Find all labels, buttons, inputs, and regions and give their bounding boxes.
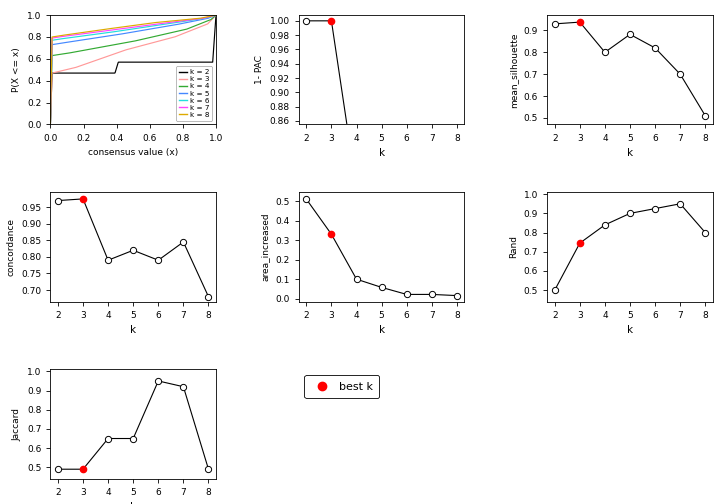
Line: k = 2: k = 2: [50, 15, 216, 124]
k = 7: [212, 12, 220, 18]
Y-axis label: Jaccard: Jaccard: [12, 408, 22, 440]
k = 6: [46, 121, 55, 128]
k = 7: [207, 13, 216, 19]
Y-axis label: concordance: concordance: [6, 218, 16, 276]
k = 5: [125, 30, 133, 36]
k = 2: [207, 59, 216, 65]
k = 4: [182, 26, 191, 32]
k = 4: [212, 12, 220, 18]
k = 4: [145, 35, 153, 41]
k = 6: [145, 24, 153, 30]
X-axis label: k: k: [627, 325, 633, 335]
k = 3: [212, 12, 220, 18]
k = 2: [46, 121, 55, 128]
Line: k = 3: k = 3: [50, 15, 216, 124]
k = 7: [145, 22, 153, 28]
k = 4: [126, 39, 135, 45]
k = 2: [145, 59, 153, 65]
k = 7: [182, 18, 191, 24]
k = 8: [212, 12, 220, 18]
Line: k = 8: k = 8: [50, 15, 216, 124]
k = 2: [212, 12, 220, 18]
k = 6: [207, 13, 216, 19]
X-axis label: consensus value (x): consensus value (x): [88, 148, 179, 157]
k = 4: [125, 39, 133, 45]
X-axis label: k: k: [379, 148, 384, 158]
k = 6: [125, 27, 133, 33]
X-axis label: k: k: [627, 148, 633, 158]
k = 8: [135, 22, 144, 28]
k = 8: [145, 20, 153, 26]
k = 3: [126, 46, 135, 52]
k = 4: [135, 37, 144, 43]
Line: k = 6: k = 6: [50, 15, 216, 124]
k = 7: [46, 121, 55, 128]
X-axis label: k: k: [130, 325, 136, 335]
k = 7: [126, 25, 135, 31]
k = 3: [182, 29, 191, 35]
k = 8: [182, 17, 191, 23]
Legend: best k: best k: [305, 375, 379, 398]
k = 6: [212, 12, 220, 18]
k = 6: [126, 26, 135, 32]
Line: k = 7: k = 7: [50, 15, 216, 124]
k = 3: [135, 43, 144, 49]
Y-axis label: mean_silhouette: mean_silhouette: [509, 32, 518, 107]
k = 3: [46, 121, 55, 128]
k = 2: [182, 59, 191, 65]
k = 5: [135, 28, 144, 34]
k = 8: [207, 13, 216, 19]
k = 6: [182, 18, 191, 24]
Y-axis label: 1- PAC: 1- PAC: [255, 55, 264, 84]
k = 5: [182, 20, 191, 26]
k = 5: [145, 26, 153, 32]
k = 4: [46, 121, 55, 128]
Legend: k = 2, k = 3, k = 4, k = 5, k = 6, k = 7, k = 8: k = 2, k = 3, k = 4, k = 5, k = 6, k = 7…: [176, 66, 212, 121]
k = 5: [46, 121, 55, 128]
k = 7: [125, 25, 133, 31]
Y-axis label: area_increased: area_increased: [261, 213, 270, 281]
Y-axis label: Rand: Rand: [509, 235, 518, 259]
k = 3: [125, 46, 133, 52]
Y-axis label: P(X <= x): P(X <= x): [12, 47, 22, 92]
k = 2: [135, 59, 144, 65]
k = 8: [126, 23, 135, 29]
k = 5: [207, 14, 216, 20]
k = 8: [46, 121, 55, 128]
k = 5: [212, 12, 220, 18]
k = 2: [126, 59, 135, 65]
k = 7: [135, 23, 144, 29]
k = 2: [125, 59, 133, 65]
k = 4: [207, 16, 216, 22]
k = 3: [145, 41, 153, 47]
k = 8: [125, 23, 133, 29]
k = 5: [126, 30, 135, 36]
Line: k = 4: k = 4: [50, 15, 216, 124]
k = 3: [207, 16, 216, 22]
Line: k = 5: k = 5: [50, 15, 216, 124]
X-axis label: k: k: [130, 502, 136, 504]
X-axis label: k: k: [379, 325, 384, 335]
k = 6: [135, 25, 144, 31]
